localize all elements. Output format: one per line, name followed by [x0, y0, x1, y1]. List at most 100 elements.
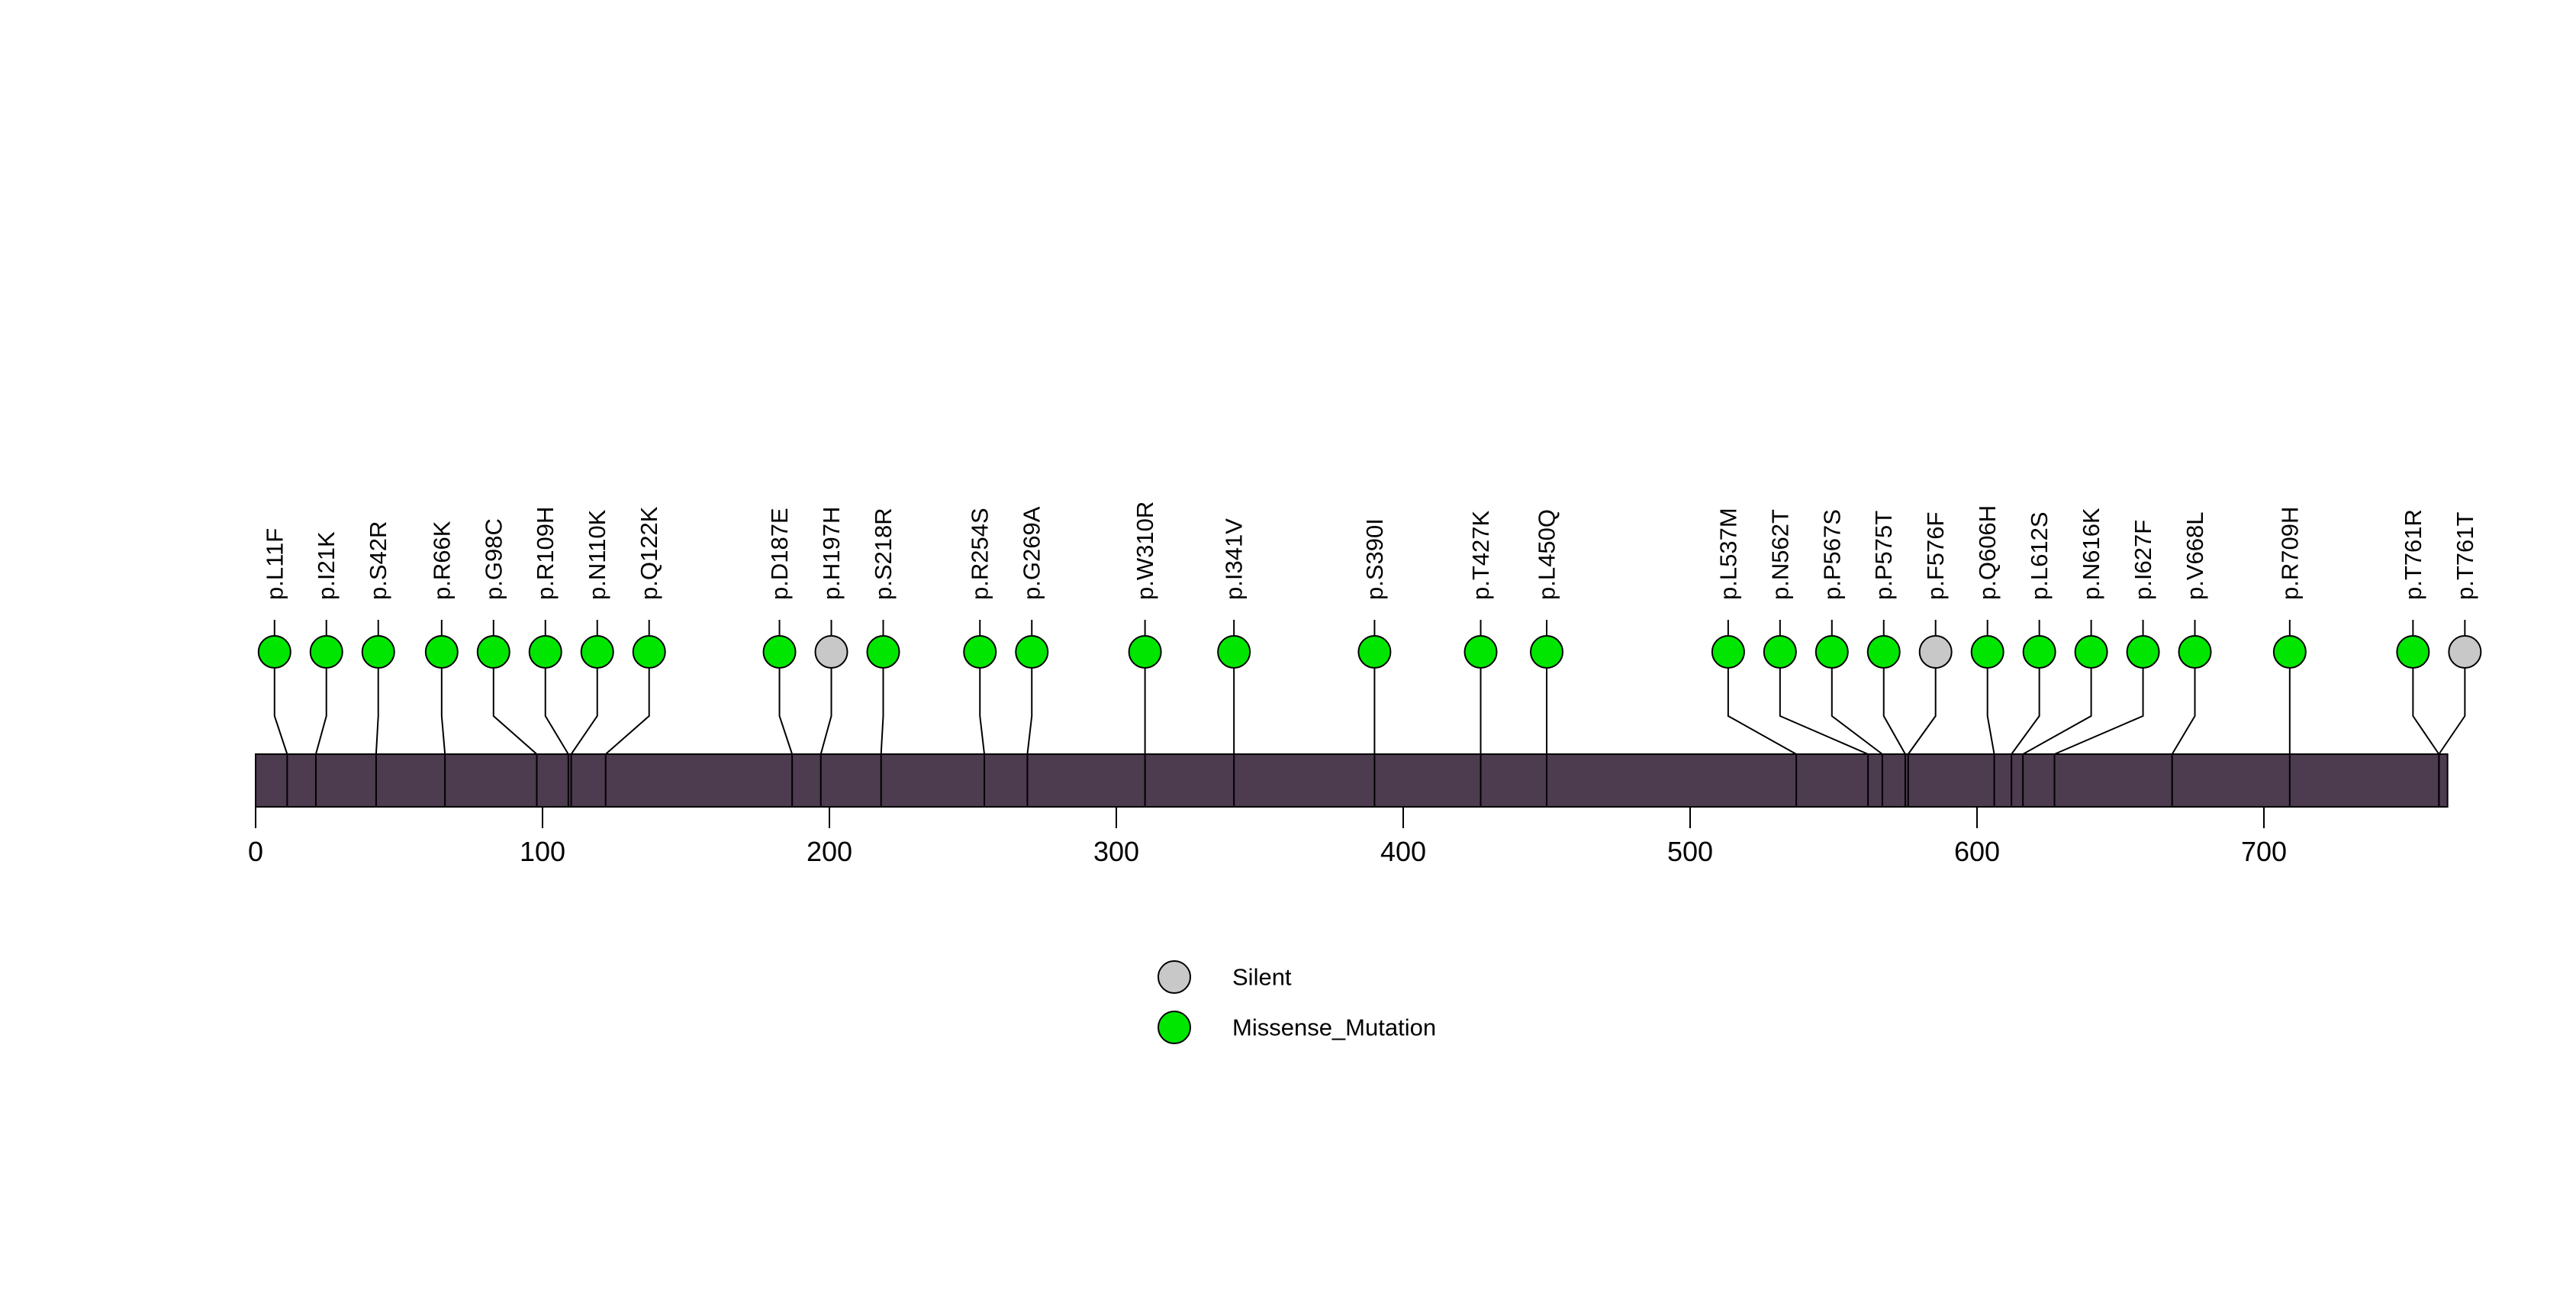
- mutation-circle-missense_mutation: [528, 635, 562, 669]
- axis-tick-label: 500: [1667, 836, 1713, 867]
- mutation-label: p.N562T: [1766, 509, 1793, 600]
- axis-tick-label: 700: [2241, 836, 2287, 867]
- mutation-label: p.L450Q: [1534, 509, 1560, 600]
- lollipop-stem: [544, 668, 569, 755]
- lollipop-stem: [2054, 668, 2144, 755]
- mutation-circle-missense_mutation: [1128, 635, 1162, 669]
- mutation-label: p.W310R: [1132, 501, 1158, 600]
- axis-tick-label: 600: [1954, 836, 2000, 867]
- legend-label: Silent: [1232, 964, 1292, 991]
- axis-tick-label: 0: [248, 836, 263, 867]
- lollipop-stem: [1831, 668, 1883, 755]
- mutation-circle-silent: [814, 635, 848, 669]
- mutation-label: p.G98C: [480, 518, 507, 600]
- mutation-circle-missense_mutation: [1711, 635, 1745, 669]
- mutation-circle-missense_mutation: [1970, 635, 2004, 669]
- mutation-circle-missense_mutation: [2178, 635, 2212, 669]
- mutation-circle-missense_mutation: [580, 635, 614, 669]
- mutation-circle-missense_mutation: [632, 635, 666, 669]
- mutation-circle-missense_mutation: [257, 635, 291, 669]
- mutation-label: p.L537M: [1715, 508, 1741, 600]
- mutation-circle-missense_mutation: [2126, 635, 2160, 669]
- mutation-circle-missense_mutation: [1015, 635, 1049, 669]
- mutation-label: p.I21K: [313, 531, 340, 600]
- lollipop-stem: [1727, 668, 1797, 755]
- lollipop-stem: [605, 668, 650, 755]
- mutation-label: p.T427K: [1467, 510, 1494, 600]
- mutation-label: p.Q606H: [1974, 505, 2001, 600]
- mutation-label: p.I341V: [1221, 518, 1248, 600]
- mutation-label: p.I627F: [2130, 520, 2156, 600]
- lollipop-stem: [819, 668, 832, 755]
- lollipop-stem: [1907, 668, 1937, 755]
- mutation-circle-missense_mutation: [424, 635, 459, 669]
- mutation-label: p.P575T: [1870, 511, 1897, 600]
- protein-backbone-bar: [256, 754, 2448, 807]
- mutation-label: p.D187E: [766, 508, 793, 600]
- protein-backbone-outline: [255, 753, 2449, 808]
- mutation-label: p.L11F: [261, 528, 288, 600]
- mutation-label: p.S218R: [870, 508, 897, 600]
- lollipop-stem: [273, 668, 288, 755]
- lollipop-stem: [492, 668, 538, 755]
- mutation-label: p.R66K: [428, 521, 455, 600]
- mutation-label: p.Q122K: [636, 506, 662, 600]
- mutation-label: p.V668L: [2182, 512, 2208, 601]
- axis-tick-label: 400: [1380, 836, 1426, 867]
- mutation-label: p.T761R: [2400, 509, 2426, 600]
- axis-tick-label: 300: [1093, 836, 1139, 867]
- mutation-circle-missense_mutation: [1357, 635, 1392, 669]
- mutation-circle-missense_mutation: [2272, 635, 2307, 669]
- mutation-circle-silent: [1918, 635, 1953, 669]
- mutation-circle-missense_mutation: [361, 635, 395, 669]
- mutation-label: p.G269A: [1019, 506, 1045, 600]
- lollipop-stem: [778, 668, 794, 755]
- mutation-circle-missense_mutation: [762, 635, 797, 669]
- legend-swatch-missense_mutation: [1158, 1011, 1191, 1044]
- lollipop-stem: [880, 668, 884, 755]
- mutation-label: p.N110K: [584, 509, 610, 600]
- mutation-label: p.P567S: [1818, 509, 1845, 600]
- mutation-label: p.S390I: [1361, 518, 1388, 600]
- mutation-circle-missense_mutation: [2074, 635, 2108, 669]
- lollipop-stem: [2022, 668, 2092, 755]
- lollipop-stem: [2171, 668, 2196, 755]
- mutation-label: p.N616K: [2078, 508, 2104, 600]
- axis-tick-label: 200: [807, 836, 852, 867]
- lollipop-stem: [2438, 668, 2466, 755]
- mutation-label: p.R109H: [532, 507, 559, 600]
- lollipop-stem: [570, 668, 598, 755]
- mutation-circle-missense_mutation: [2396, 635, 2430, 669]
- legend-label: Missense_Mutation: [1232, 1014, 1436, 1041]
- mutation-label: p.H197H: [818, 507, 845, 600]
- mutation-label: p.L612S: [2026, 512, 2053, 601]
- mutation-label: p.R254S: [967, 508, 993, 600]
- mutation-label: p.S42R: [365, 521, 391, 600]
- lollipop-stem: [1026, 668, 1033, 755]
- mutation-circle-missense_mutation: [1866, 635, 1901, 669]
- lollipop-stem: [1882, 668, 1906, 755]
- mutation-circle-missense_mutation: [1217, 635, 1251, 669]
- mutation-circle-missense_mutation: [1530, 635, 1563, 669]
- mutation-circle-missense_mutation: [1814, 635, 1849, 669]
- lollipop-stem: [1986, 668, 1995, 755]
- lollipop-stem: [2011, 668, 2040, 755]
- mutation-circle-missense_mutation: [866, 635, 900, 669]
- lollipop-stem: [2412, 668, 2440, 755]
- mutation-label: p.F576F: [1922, 512, 1949, 600]
- mutation-circle-missense_mutation: [1463, 635, 1498, 669]
- legend-swatch-silent: [1158, 960, 1191, 994]
- mutation-circle-missense_mutation: [1763, 635, 1797, 669]
- mutation-label: p.T761T: [2452, 511, 2478, 600]
- lollipop-stem: [440, 668, 446, 755]
- lollipop-stem: [979, 668, 986, 755]
- mutation-circle-silent: [2448, 635, 2482, 669]
- mutation-label: p.R709H: [2276, 507, 2303, 600]
- axis-tick-label: 100: [520, 836, 565, 867]
- mutation-circle-missense_mutation: [963, 635, 997, 669]
- lollipop-stem: [314, 668, 327, 755]
- lollipop-stem: [375, 668, 379, 755]
- mutation-circle-missense_mutation: [309, 635, 343, 669]
